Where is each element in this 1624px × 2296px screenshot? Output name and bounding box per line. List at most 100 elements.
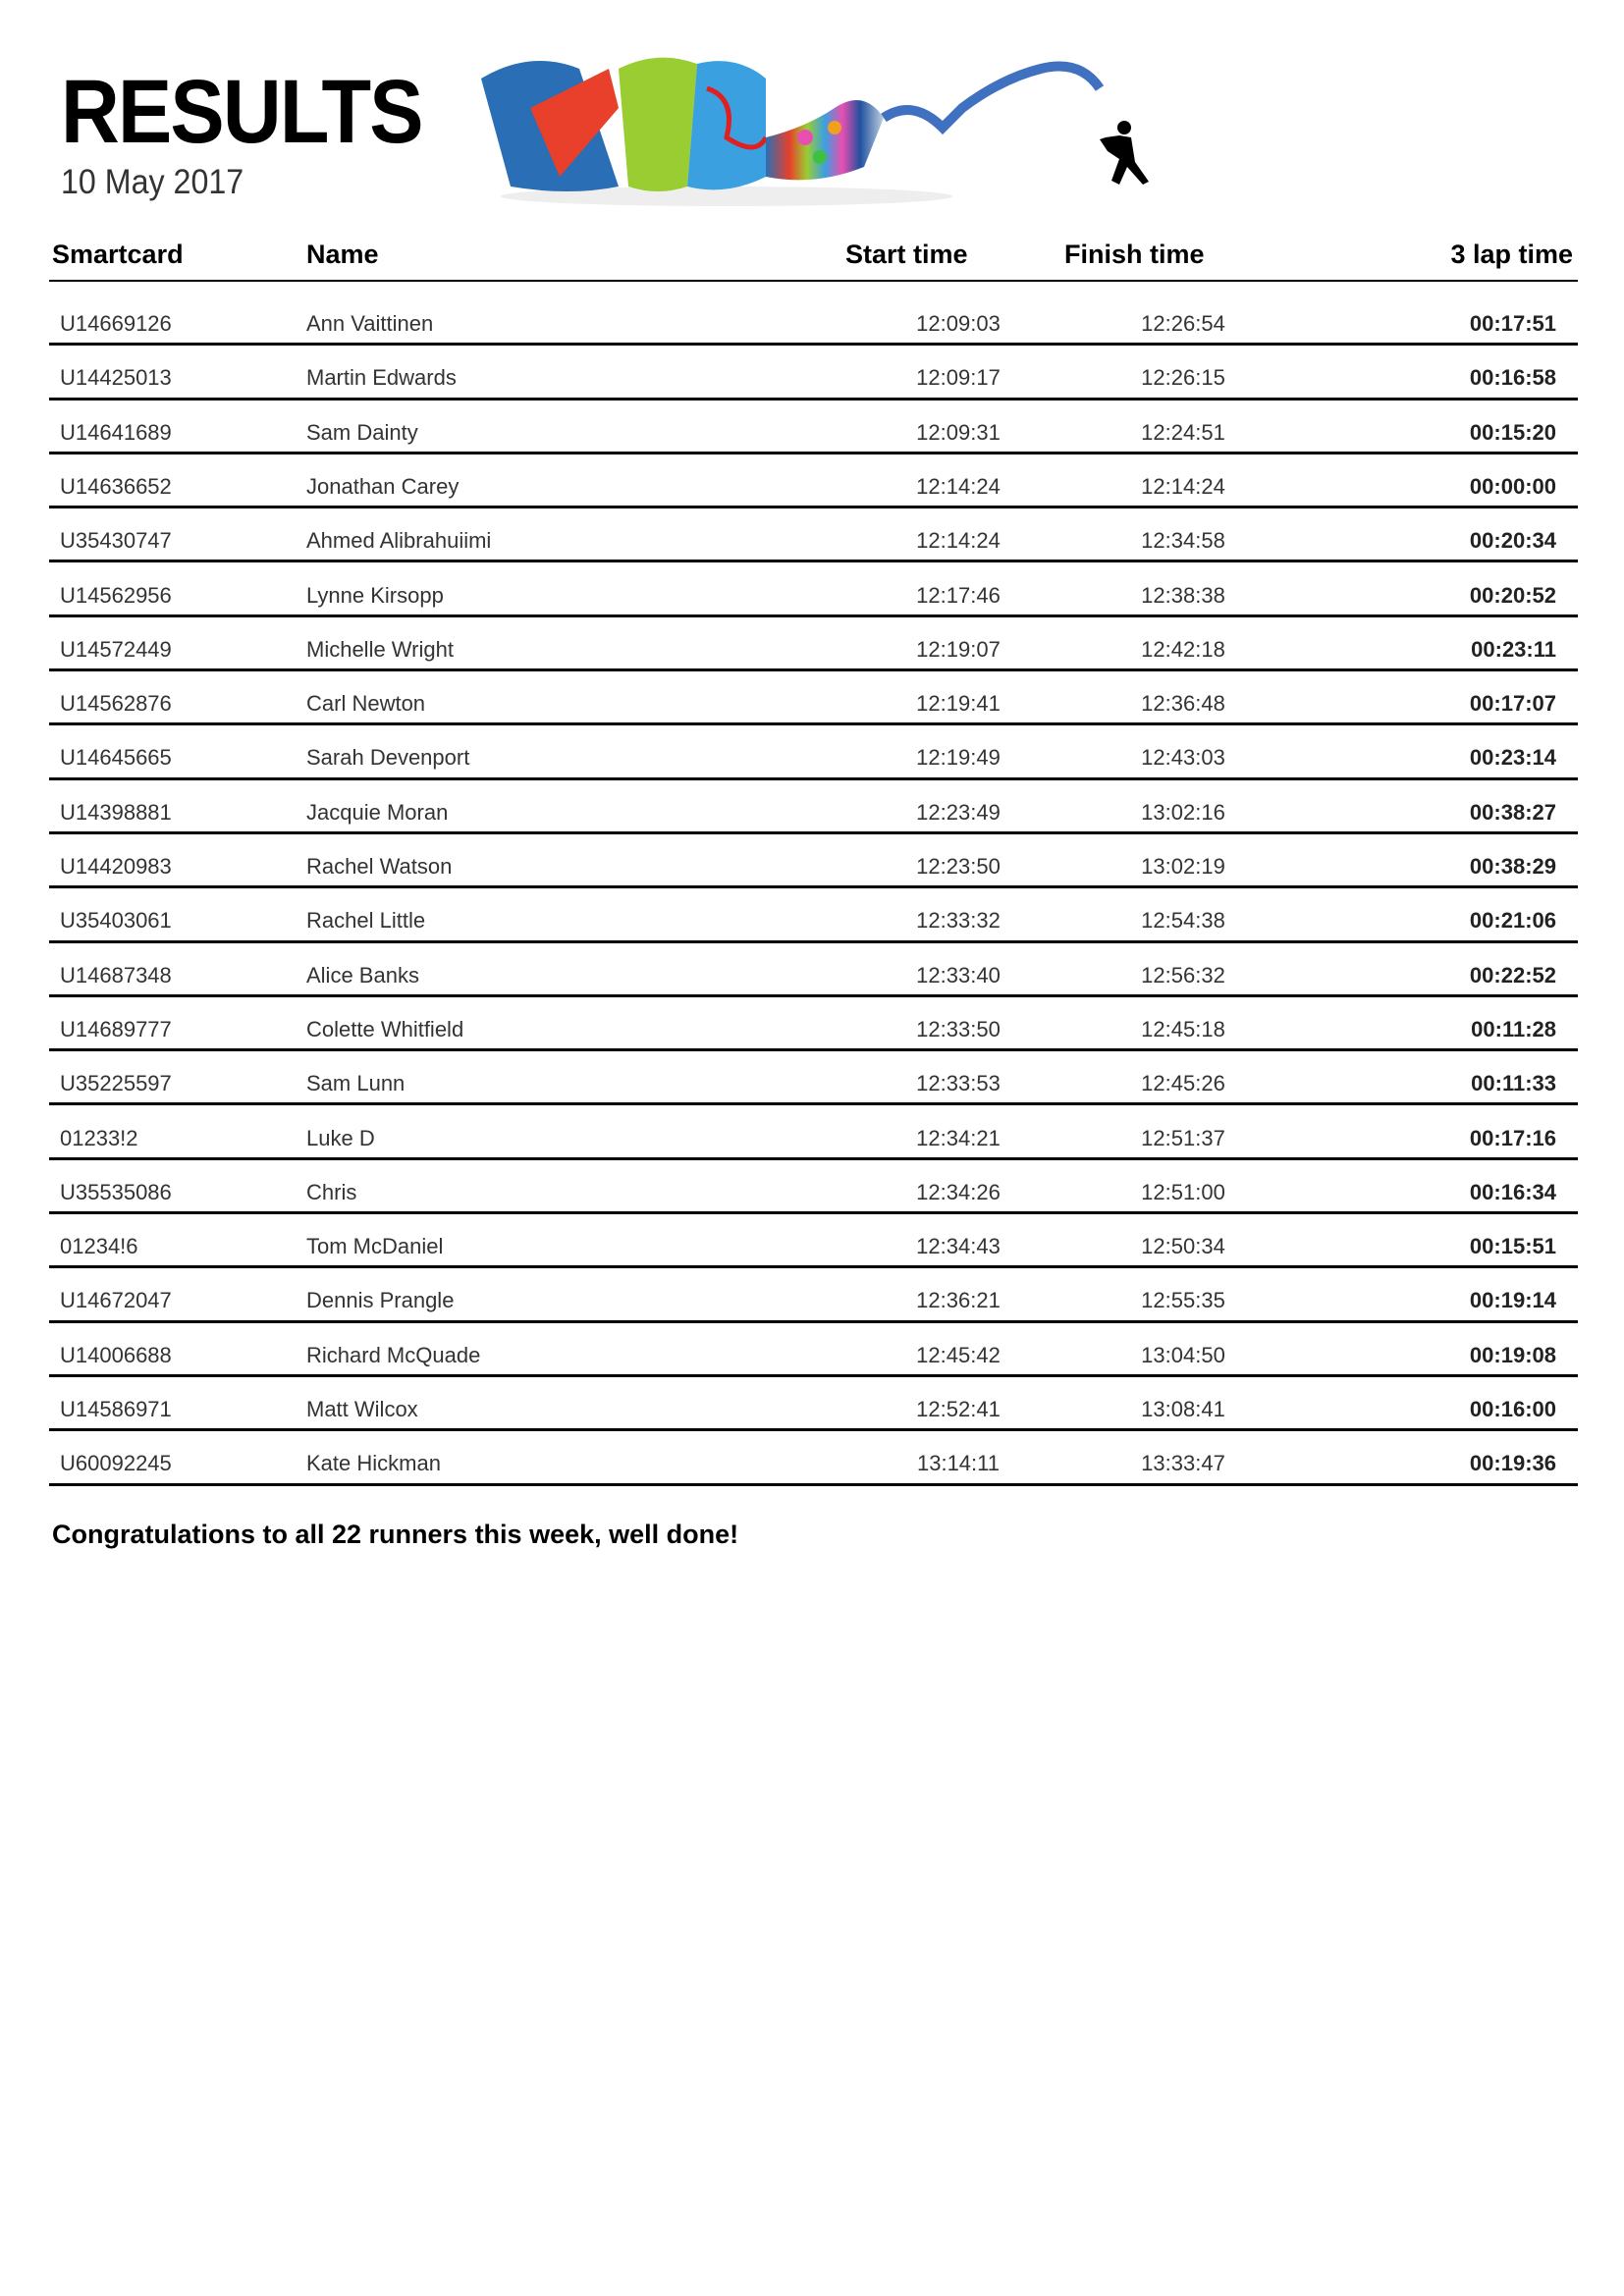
cell-finish-time: 12:51:37	[1141, 1125, 1225, 1150]
cell-name: Ann Vaittinen	[306, 311, 434, 336]
cell-smartcard: 01233!2	[60, 1125, 138, 1150]
page-title: RESULTS	[61, 62, 423, 162]
cell-name: Lynne Kirsopp	[306, 582, 444, 608]
table-row: U14672047 Dennis Prangle 12:36:21 12:55:35 0…	[49, 1268, 1578, 1323]
cell-start-time: 12:33:40	[916, 962, 1001, 988]
cell-start-time: 12:19:07	[916, 636, 1001, 662]
table-row: U35430747 Ahmed Alibrahuiimi 12:14:24 12:34…	[49, 508, 1578, 563]
cell-lap-time: 00:00:00	[1469, 473, 1556, 499]
cell-smartcard: U14398881	[60, 799, 172, 825]
cell-finish-time: 12:51:00	[1141, 1179, 1225, 1204]
cell-name: Michelle Wright	[306, 636, 454, 662]
cell-start-time: 12:17:46	[916, 582, 1001, 608]
cell-finish-time: 12:45:26	[1141, 1071, 1225, 1096]
table-row: U14687348 Alice Banks 12:33:40 12:56:32 00:2…	[49, 943, 1578, 997]
cell-smartcard: U14687348	[60, 962, 172, 988]
cell-lap-time: 00:17:51	[1469, 311, 1556, 336]
cell-name: Tom McDaniel	[306, 1234, 444, 1259]
cell-name: Carl Newton	[306, 691, 426, 717]
cell-smartcard: U35430747	[60, 528, 172, 554]
table-row: 01233!2 Luke D 12:34:21 12:51:37 00:17:16	[49, 1106, 1578, 1160]
cell-start-time: 12:52:41	[916, 1397, 1001, 1421]
cell-finish-time: 12:24:51	[1141, 419, 1225, 445]
cell-start-time: 12:09:17	[916, 365, 1001, 391]
cell-finish-time: 13:08:41	[1141, 1397, 1225, 1421]
cell-finish-time: 12:55:35	[1141, 1288, 1225, 1313]
cell-smartcard: U14645665	[60, 745, 172, 771]
cell-smartcard: U14562956	[60, 582, 172, 608]
cell-smartcard: U14425013	[60, 365, 172, 391]
column-header-smartcard: Smartcard	[52, 240, 184, 269]
cell-smartcard: U60092245	[60, 1451, 172, 1476]
cell-start-time: 13:14:11	[916, 1451, 1000, 1476]
cell-finish-time: 12:45:18	[1141, 1016, 1225, 1041]
cell-smartcard: U14689777	[60, 1016, 172, 1041]
column-header-lap-time: 3 lap time	[1450, 240, 1573, 269]
cell-name: Chris	[306, 1179, 357, 1204]
cell-smartcard: U14586971	[60, 1397, 172, 1421]
cell-start-time: 12:34:43	[916, 1234, 1001, 1259]
congratulations-message: Congratulations to all 22 runners this w…	[52, 1520, 739, 1549]
cell-lap-time: 00:23:11	[1471, 636, 1556, 662]
cell-finish-time: 12:14:24	[1141, 473, 1225, 499]
table-row: U14641689 Sam Dainty 12:09:31 12:24:51 00:15…	[49, 400, 1578, 454]
column-header-name: Name	[306, 240, 379, 269]
cell-start-time: 12:36:21	[916, 1288, 1001, 1313]
table-row: U14398881 Jacquie Moran 12:23:49 13:02:16 00…	[49, 780, 1578, 834]
cell-lap-time: 00:19:14	[1469, 1288, 1556, 1313]
table-row: U35403061 Rachel Little 12:33:32 12:54:38 00…	[49, 888, 1578, 943]
cell-lap-time: 00:20:52	[1469, 582, 1556, 608]
cell-smartcard: U35225597	[60, 1071, 172, 1096]
table-row: U14562956 Lynne Kirsopp 12:17:46 12:38:38 00…	[49, 563, 1578, 617]
cell-name: Matt Wilcox	[306, 1397, 418, 1421]
table-row: U14420983 Rachel Watson 12:23:50 13:02:19 00…	[49, 834, 1578, 889]
cell-finish-time: 12:50:34	[1141, 1234, 1225, 1259]
header-divider	[49, 280, 1578, 282]
cell-start-time: 12:14:24	[916, 528, 1001, 554]
cell-start-time: 12:19:49	[916, 745, 1001, 771]
cell-start-time: 12:45:42	[916, 1342, 1001, 1367]
cell-lap-time: 00:22:52	[1469, 962, 1556, 988]
cell-start-time: 12:23:49	[916, 799, 1001, 825]
cell-name: Colette Whitfield	[306, 1016, 464, 1041]
cell-finish-time: 12:36:48	[1141, 691, 1225, 717]
cell-name: Jacquie Moran	[306, 799, 449, 825]
cell-name: Kate Hickman	[306, 1451, 441, 1476]
cell-start-time: 12:33:50	[916, 1016, 1001, 1041]
cell-lap-time: 00:16:58	[1469, 365, 1556, 391]
map-ribbon-runner-image	[481, 57, 1149, 206]
column-header-finish-time: Finish time	[1064, 240, 1205, 269]
table-row: U14586971 Matt Wilcox 12:52:41 13:08:41 00:1…	[49, 1377, 1578, 1432]
cell-start-time: 12:09:03	[916, 311, 1001, 336]
cell-smartcard: U35403061	[60, 908, 172, 934]
cell-name: Luke D	[306, 1125, 375, 1150]
cell-lap-time: 00:16:00	[1469, 1397, 1556, 1421]
cell-lap-time: 00:15:51	[1469, 1234, 1556, 1259]
cell-name: Richard McQuade	[306, 1342, 481, 1367]
cell-finish-time: 12:38:38	[1141, 582, 1225, 608]
cell-lap-time: 00:16:34	[1469, 1179, 1556, 1204]
cell-smartcard: U14672047	[60, 1288, 172, 1313]
cell-finish-time: 12:26:54	[1141, 311, 1225, 336]
cell-smartcard: U14572449	[60, 636, 172, 662]
cell-name: Dennis Prangle	[306, 1288, 455, 1313]
table-row: U35535086 Chris 12:34:26 12:51:00 00:16:34	[49, 1160, 1578, 1215]
cell-lap-time: 00:38:27	[1469, 799, 1556, 825]
cell-name: Sam Dainty	[306, 419, 418, 445]
cell-finish-time: 13:33:47	[1141, 1451, 1225, 1476]
cell-lap-time: 00:38:29	[1469, 854, 1556, 879]
cell-start-time: 12:14:24	[916, 473, 1001, 499]
table-row: U14562876 Carl Newton 12:19:41 12:36:48 00:1…	[49, 671, 1578, 726]
cell-smartcard: U14641689	[60, 419, 172, 445]
cell-smartcard: U14636652	[60, 473, 172, 499]
cell-lap-time: 00:23:14	[1469, 745, 1556, 771]
cell-lap-time: 00:19:36	[1469, 1451, 1556, 1476]
cell-name: Sam Lunn	[306, 1071, 406, 1096]
cell-lap-time: 00:17:07	[1469, 691, 1556, 717]
cell-smartcard: U14006688	[60, 1342, 172, 1367]
cell-lap-time: 00:21:06	[1469, 908, 1556, 934]
cell-lap-time: 00:19:08	[1469, 1342, 1556, 1367]
cell-lap-time: 00:15:20	[1469, 419, 1556, 445]
table-row: 01234!6 Tom McDaniel 12:34:43 12:50:34 00:15…	[49, 1214, 1578, 1269]
cell-start-time: 12:09:31	[916, 419, 1001, 445]
